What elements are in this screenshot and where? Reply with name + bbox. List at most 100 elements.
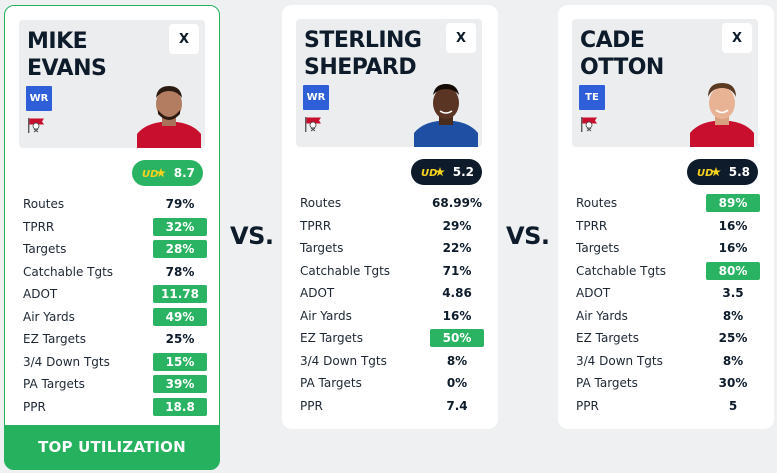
stat-value: 16% [718,218,748,233]
stat-row: PA Targets 30% [576,372,762,395]
stat-value-highlighted: 15% [153,352,207,371]
svg-text:UD: UD [421,168,437,179]
stat-row: EZ Targets 50% [300,327,486,350]
stat-value: 30% [718,376,748,391]
stat-value: 78% [165,264,195,279]
stat-label: TPRR [300,218,332,233]
stat-label: Routes [576,196,618,211]
stat-row: 3/4 Down Tgts 8% [300,350,486,373]
stat-value-highlighted: 32% [153,217,207,236]
stat-value-highlighted: 39% [153,375,207,394]
stats-list: Routes 89% TPRR 16% Targets 16% Catchable Tgts… [576,192,762,417]
stat-value: 8% [722,308,744,323]
player-card-otton: CADE OTTON X TE UD 5.8 Routes 89% TPRR 16% T… [558,5,774,429]
stat-value-highlighted: 50% [430,329,484,348]
player-name: MIKE EVANS [27,29,107,81]
stat-label: Catchable Tgts [300,263,391,278]
stat-label: Air Yards [23,309,75,324]
svg-text:UD: UD [697,168,713,179]
stat-label: PPR [576,398,599,413]
player-name: CADE OTTON [580,28,664,80]
stat-row: Routes 79% [23,193,209,216]
player-card-shepard: STERLING SHEPARD X WR UD 5.2 Routes 68.99… [282,5,498,429]
stat-label: Targets [23,242,67,257]
stat-value: 3.5 [722,286,744,301]
stat-label: EZ Targets [576,331,639,346]
player-headshot [137,86,201,148]
stat-value: 79% [165,197,195,212]
player-header: CADE OTTON X TE [572,19,758,147]
stat-label: TPRR [23,219,55,234]
stat-row: TPRR 29% [300,215,486,238]
stats-list: Routes 79% TPRR 32% Targets 28% Catchable Tgts… [23,193,209,418]
stat-value-highlighted: 80% [706,261,760,280]
stat-value-highlighted: 89% [706,194,760,213]
stat-value-highlighted: 11.78 [153,285,207,304]
ud-score-value: 5.2 [452,165,474,179]
position-badge: TE [579,85,605,110]
stat-row: TPRR 16% [576,215,762,238]
player-header: STERLING SHEPARD X WR [296,19,482,147]
stat-label: PA Targets [300,376,362,391]
stat-value: 8% [722,353,744,368]
buccaneers-flag-icon [305,117,321,132]
stat-value: 71% [442,263,472,278]
stat-label: Routes [23,197,65,212]
remove-player-button[interactable]: X [722,23,752,53]
stat-label: 3/4 Down Tgts [300,353,387,368]
player-header: MIKE EVANS X WR [19,20,205,148]
stat-value: 22% [442,241,472,256]
stat-label: Routes [300,196,342,211]
stat-row: Catchable Tgts 80% [576,260,762,283]
svg-text:UD: UD [142,169,158,180]
stat-label: 3/4 Down Tgts [576,353,663,368]
stat-label: EZ Targets [23,332,86,347]
ud-score-pill: UD 5.8 [686,159,758,185]
stat-value-highlighted: 18.8 [153,397,207,416]
stat-row: PA Targets 39% [23,373,209,396]
stat-value: 7.4 [446,398,468,413]
ud-score-value: 8.7 [173,166,195,180]
stat-value: 5 [728,398,738,413]
stats-list: Routes 68.99% TPRR 29% Targets 22% Catchable T… [300,192,486,417]
player-card-evans: MIKE EVANS X WR UD 8.7 Routes 79% TPRR 32% T… [4,5,220,470]
stat-row: ADOT 11.78 [23,283,209,306]
player-headshot [690,83,754,147]
stat-row: Catchable Tgts 78% [23,261,209,284]
stat-label: ADOT [576,286,611,301]
stat-label: PPR [23,399,46,414]
ud-score-pill: UD 8.7 [131,160,203,186]
ud-logo-icon: UD [697,167,721,179]
stat-label: TPRR [576,218,608,233]
stat-value: 0% [446,376,468,391]
stat-value-highlighted: 28% [153,240,207,259]
stat-value: 25% [718,331,748,346]
top-utilization-banner: TOP UTILIZATION [5,425,219,469]
player-headshot [414,84,478,147]
stat-row: Catchable Tgts 71% [300,260,486,283]
stat-row: 3/4 Down Tgts 15% [23,351,209,374]
remove-player-button[interactable]: X [446,23,476,53]
stat-value: 25% [165,332,195,347]
stat-value: 68.99% [432,196,482,211]
stat-value: 16% [718,241,748,256]
stat-row: Targets 16% [576,237,762,260]
vs-label: VS. [506,222,550,250]
stat-value: 8% [446,353,468,368]
ud-logo-icon: UD [421,167,445,179]
stat-row: TPRR 32% [23,216,209,239]
stat-row: Air Yards 49% [23,306,209,329]
stat-row: PA Targets 0% [300,372,486,395]
stat-row: Targets 28% [23,238,209,261]
stat-value: 4.86 [442,286,472,301]
stat-label: EZ Targets [300,331,363,346]
stat-row: Air Yards 16% [300,305,486,328]
player-name: STERLING SHEPARD [304,28,422,80]
stat-label: Catchable Tgts [576,263,667,278]
buccaneers-flag-icon [581,117,597,132]
stat-label: PPR [300,398,323,413]
stat-label: Air Yards [576,308,628,323]
stat-value-highlighted: 49% [153,307,207,326]
stat-label: 3/4 Down Tgts [23,354,110,369]
remove-player-button[interactable]: X [169,24,199,54]
